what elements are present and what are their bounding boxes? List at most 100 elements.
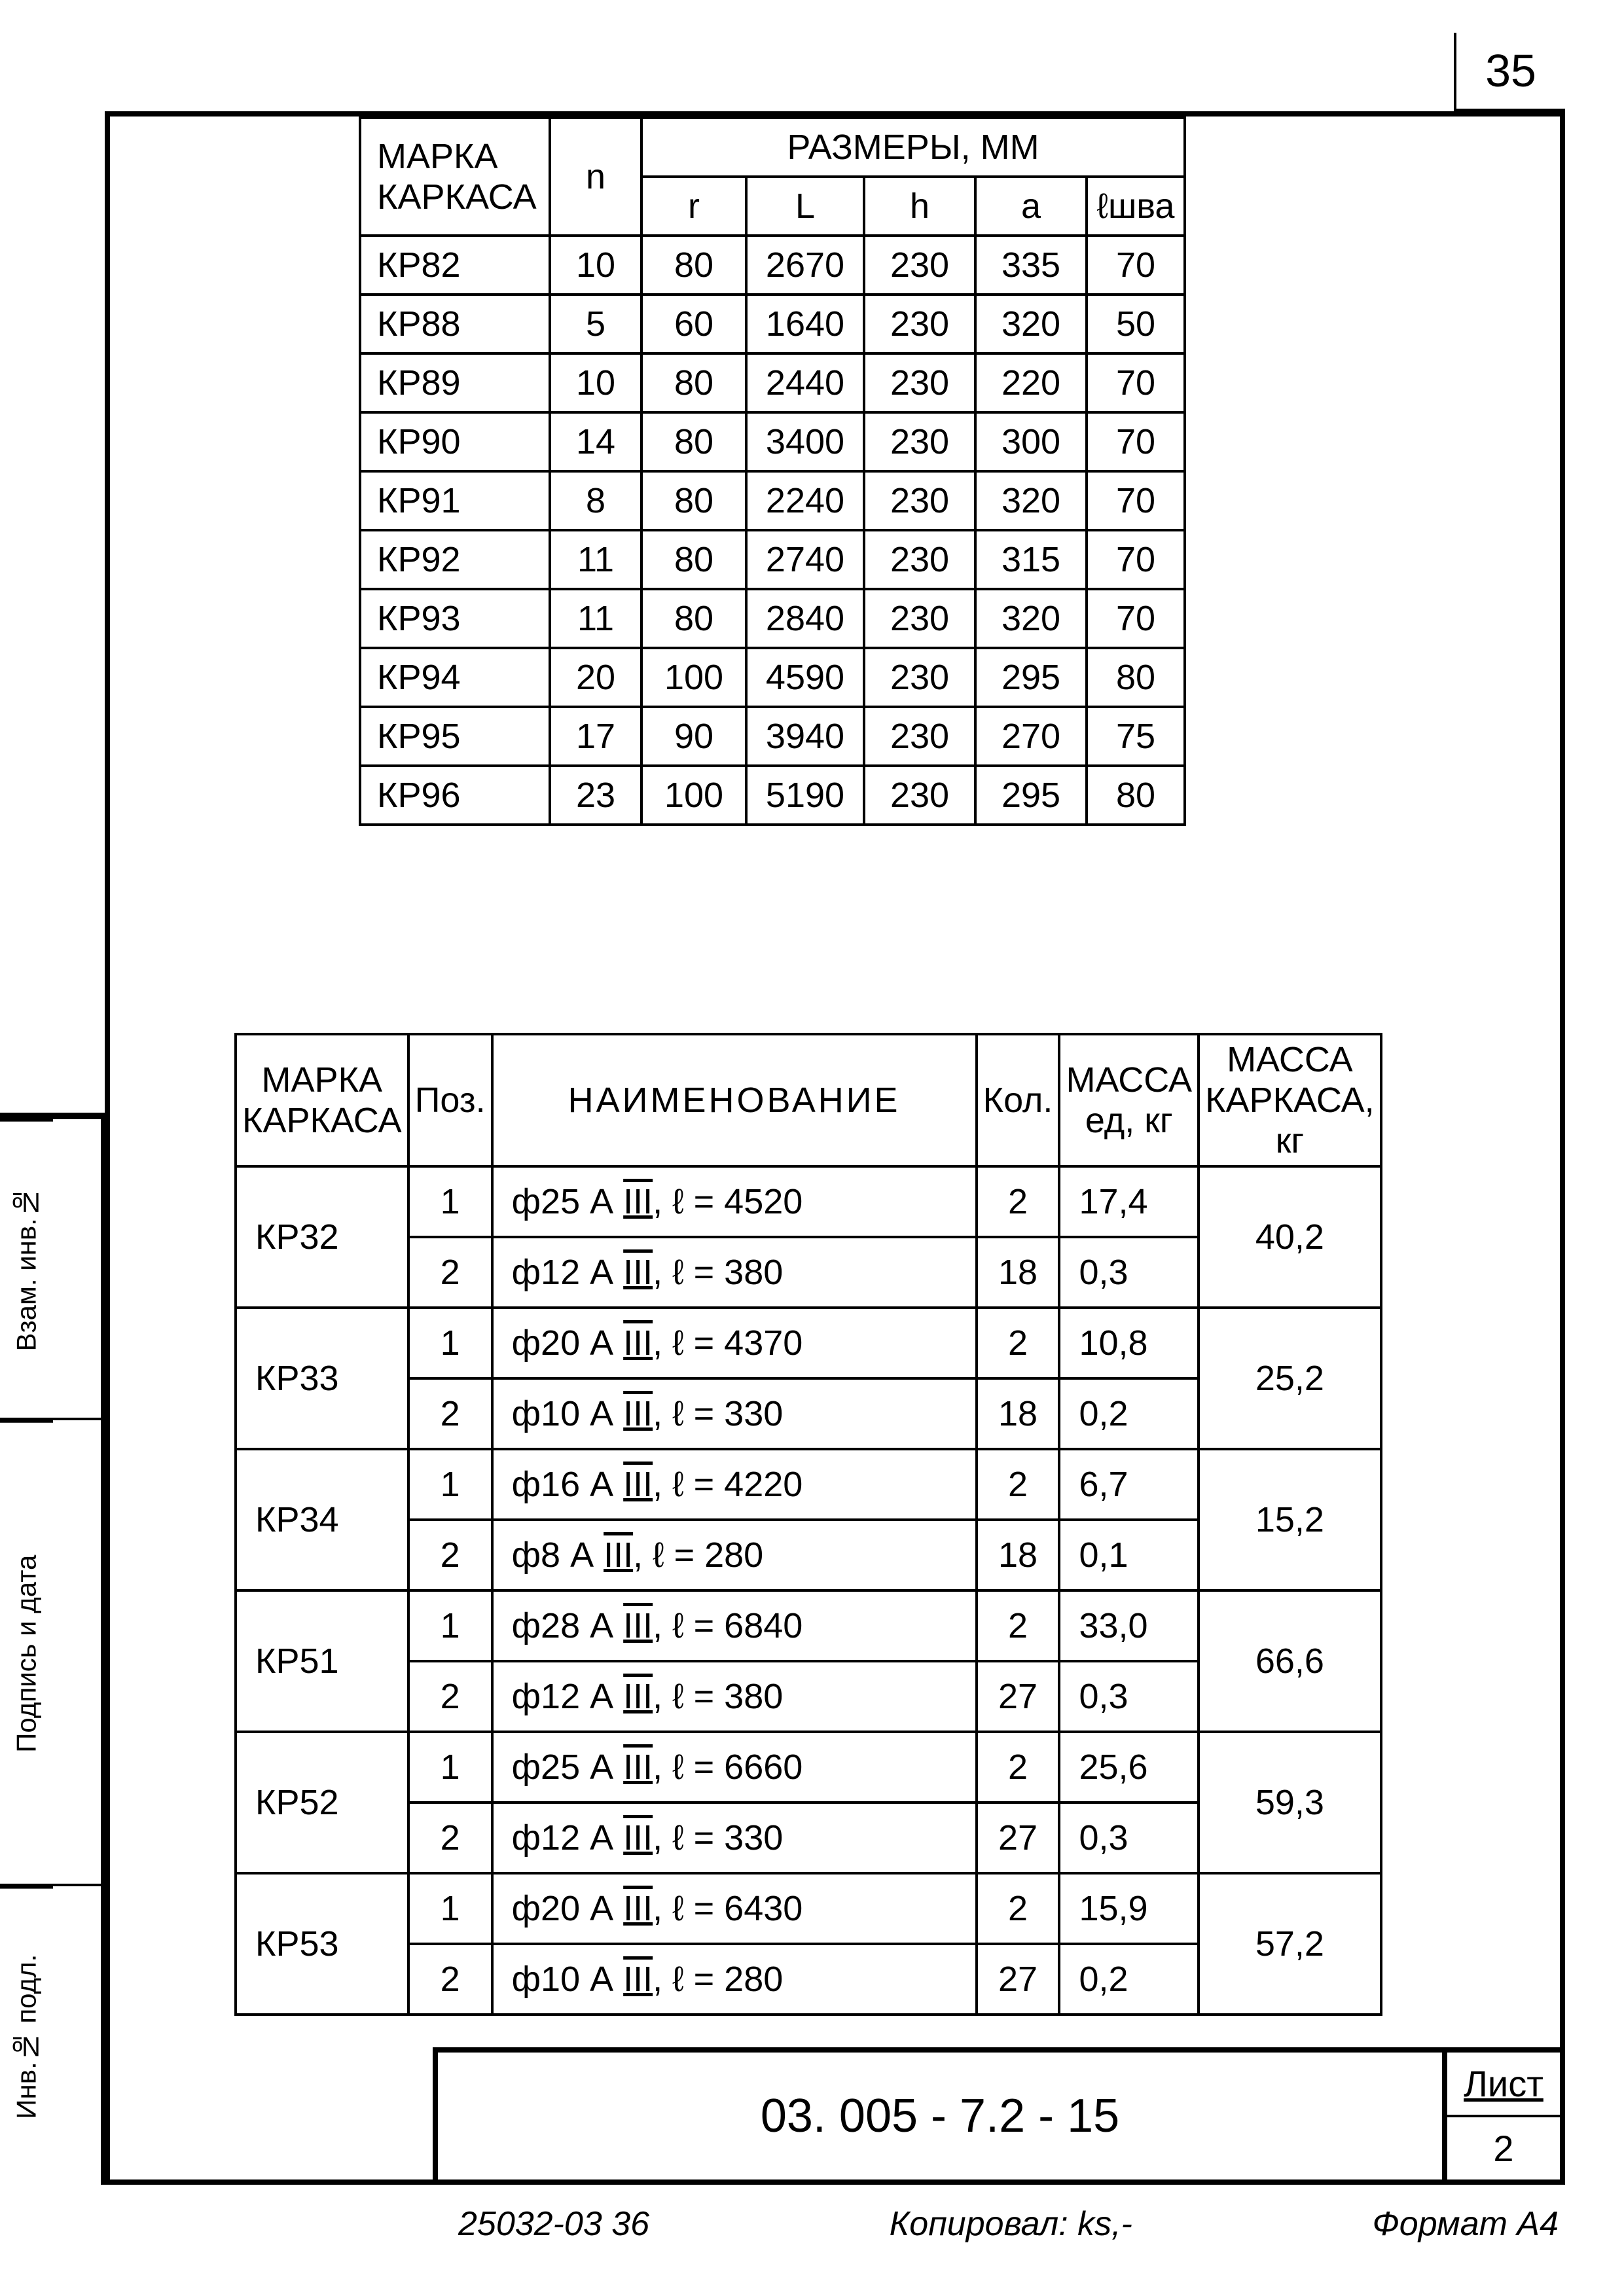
- cell-poz: 2: [408, 1944, 492, 2015]
- cell-marka: КР53: [236, 1873, 408, 2015]
- cell-mass-total: 59,3: [1199, 1732, 1381, 1873]
- cell-poz: 2: [408, 1378, 492, 1449]
- cell-marka: КР34: [236, 1449, 408, 1590]
- table-cell: 14: [550, 412, 641, 471]
- table-cell: 10: [550, 236, 641, 295]
- footer: 25032-03 36 Копировал: ks,- Формат А4: [458, 2204, 1559, 2244]
- cell-kol: 2: [977, 1308, 1060, 1378]
- cell-marka: КР51: [236, 1590, 408, 1732]
- table-row: КР821080267023033570: [360, 236, 1185, 295]
- cell-poz: 2: [408, 1237, 492, 1308]
- cell-naim: ф10 А III, ℓ = 280: [492, 1944, 977, 2015]
- table-cell: 20: [550, 648, 641, 707]
- col-a: a: [975, 177, 1087, 236]
- table-cell: 2840: [746, 589, 864, 648]
- cell-kol: 2: [977, 1732, 1060, 1803]
- cell-naim: ф25 А III, ℓ = 4520: [492, 1166, 977, 1237]
- cell-poz: 1: [408, 1308, 492, 1378]
- table-cell: 60: [641, 295, 746, 353]
- cell-mass-ed: 6,7: [1059, 1449, 1199, 1520]
- table-cell: 1640: [746, 295, 864, 353]
- table-cell: 230: [864, 295, 975, 353]
- cell-mass-ed: 25,6: [1059, 1732, 1199, 1803]
- table-cell: 70: [1087, 353, 1185, 412]
- cell-marka: КР32: [236, 1166, 408, 1308]
- col2-med: МАССА ед, кг: [1059, 1034, 1199, 1166]
- cell-naim: ф25 А III, ℓ = 6660: [492, 1732, 977, 1803]
- table-row: КР88560164023032050: [360, 295, 1185, 353]
- table-cell: 230: [864, 353, 975, 412]
- side-podpis: Подпись и дата: [0, 1420, 53, 1884]
- table-cell: 11: [550, 589, 641, 648]
- cell-kol: 2: [977, 1873, 1060, 1944]
- cell-mass-total: 57,2: [1199, 1873, 1381, 2015]
- table-cell: КР93: [360, 589, 550, 648]
- cell-naim: ф20 А III, ℓ = 6430: [492, 1873, 977, 1944]
- cell-mass-ed: 33,0: [1059, 1590, 1199, 1661]
- table-row: КР901480340023030070: [360, 412, 1185, 471]
- table-cell: 10: [550, 353, 641, 412]
- cell-mass-total: 25,2: [1199, 1308, 1381, 1449]
- table-cell: 315: [975, 530, 1087, 589]
- header-sizes: РАЗМЕРЫ, ММ: [641, 118, 1185, 177]
- table-cell: КР91: [360, 471, 550, 530]
- table-cell: 75: [1087, 707, 1185, 766]
- cell-poz: 1: [408, 1873, 492, 1944]
- cell-poz: 1: [408, 1732, 492, 1803]
- table-row: КР9623100519023029580: [360, 766, 1185, 825]
- cell-mass-total: 40,2: [1199, 1166, 1381, 1308]
- cell-kol: 18: [977, 1520, 1060, 1590]
- table-cell: 80: [641, 589, 746, 648]
- table-cell: 80: [1087, 648, 1185, 707]
- table-cell: 50: [1087, 295, 1185, 353]
- table-row: КР921180274023031570: [360, 530, 1185, 589]
- side-stamp: Взам. инв.№ Подпись и дата Инв.№ подл.: [0, 1113, 105, 2185]
- table-cell: КР90: [360, 412, 550, 471]
- cell-poz: 2: [408, 1803, 492, 1873]
- table-row: КР951790394023027075: [360, 707, 1185, 766]
- table-cell: 80: [641, 236, 746, 295]
- title-block: 03. 005 - 7.2 - 15 Лист 2: [433, 2047, 1565, 2185]
- cell-mass-ed: 0,3: [1059, 1661, 1199, 1732]
- table-cell: 300: [975, 412, 1087, 471]
- table-cell: 100: [641, 648, 746, 707]
- cell-mass-ed: 0,2: [1059, 1378, 1199, 1449]
- table-cell: КР95: [360, 707, 550, 766]
- table-row: КР521ф25 А III, ℓ = 6660225,659,3: [236, 1732, 1381, 1803]
- table-cell: 80: [641, 471, 746, 530]
- col2-kol: Кол.: [977, 1034, 1060, 1166]
- col-lshva: ℓшва: [1087, 177, 1185, 236]
- table-cell: 230: [864, 471, 975, 530]
- cell-mass-ed: 17,4: [1059, 1166, 1199, 1237]
- cell-poz: 1: [408, 1590, 492, 1661]
- table-cell: 80: [641, 530, 746, 589]
- table-row: КР931180284023032070: [360, 589, 1185, 648]
- dimensions-table: МАРКА КАРКАСА n РАЗМЕРЫ, ММ r L h a ℓшва…: [359, 117, 1186, 826]
- table-cell: 100: [641, 766, 746, 825]
- table-cell: 80: [641, 353, 746, 412]
- cell-kol: 27: [977, 1803, 1060, 1873]
- table-cell: 2440: [746, 353, 864, 412]
- table-row: КР531ф20 А III, ℓ = 6430215,957,2: [236, 1873, 1381, 1944]
- cell-mass-ed: 0,2: [1059, 1944, 1199, 2015]
- table-cell: 70: [1087, 236, 1185, 295]
- cell-mass-ed: 15,9: [1059, 1873, 1199, 1944]
- cell-naim: ф12 А III, ℓ = 380: [492, 1661, 977, 1732]
- table-cell: 3940: [746, 707, 864, 766]
- table-cell: 2670: [746, 236, 864, 295]
- cell-mass-ed: 0,3: [1059, 1237, 1199, 1308]
- table-cell: 70: [1087, 412, 1185, 471]
- side-vzam: Взам. инв.№: [0, 1119, 53, 1418]
- cell-kol: 27: [977, 1661, 1060, 1732]
- cell-poz: 1: [408, 1166, 492, 1237]
- table-cell: 70: [1087, 471, 1185, 530]
- table-cell: 230: [864, 589, 975, 648]
- cell-marka: КР52: [236, 1732, 408, 1873]
- table-cell: 220: [975, 353, 1087, 412]
- table-cell: 230: [864, 236, 975, 295]
- col2-poz: Поз.: [408, 1034, 492, 1166]
- table-cell: 2740: [746, 530, 864, 589]
- table-cell: 80: [641, 412, 746, 471]
- cell-mass-total: 15,2: [1199, 1449, 1381, 1590]
- cell-naim: ф16 А III, ℓ = 4220: [492, 1449, 977, 1520]
